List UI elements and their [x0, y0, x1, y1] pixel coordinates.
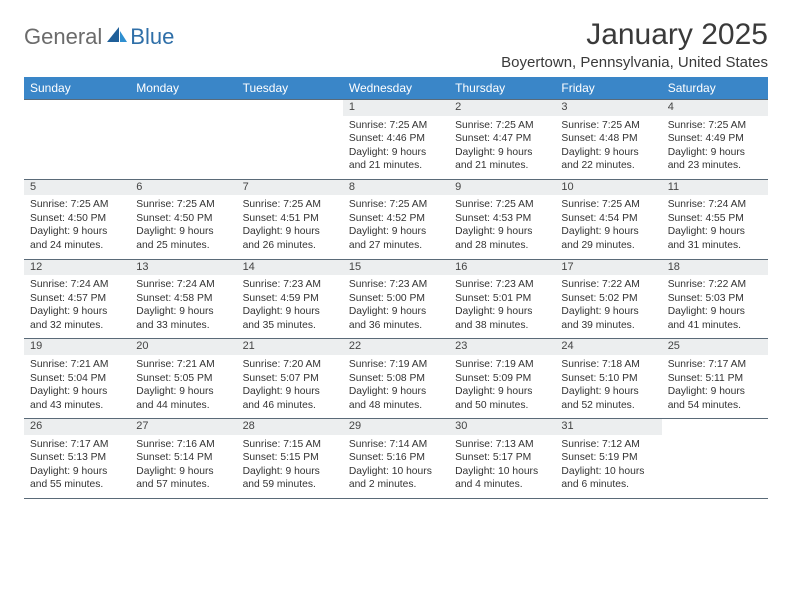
day-number: 16 [449, 259, 555, 275]
day-detail: Sunrise: 7:16 AMSunset: 5:14 PMDaylight:… [130, 435, 236, 499]
day-number: 5 [24, 179, 130, 195]
day-number: 11 [662, 179, 768, 195]
empty-day-number [662, 419, 768, 435]
weekday-header: Saturday [662, 77, 768, 100]
day-number: 9 [449, 179, 555, 195]
day-detail: Sunrise: 7:25 AMSunset: 4:51 PMDaylight:… [237, 195, 343, 259]
day-detail: Sunrise: 7:19 AMSunset: 5:09 PMDaylight:… [449, 355, 555, 419]
day-number: 13 [130, 259, 236, 275]
day-number: 18 [662, 259, 768, 275]
day-number-row: 12131415161718 [24, 259, 768, 275]
empty-day-detail [662, 435, 768, 499]
header: General Blue January 2025 Boyertown, Pen… [24, 18, 768, 71]
day-number: 4 [662, 100, 768, 116]
day-number: 28 [237, 419, 343, 435]
day-detail: Sunrise: 7:17 AMSunset: 5:11 PMDaylight:… [662, 355, 768, 419]
day-detail: Sunrise: 7:25 AMSunset: 4:47 PMDaylight:… [449, 116, 555, 180]
day-detail-row: Sunrise: 7:25 AMSunset: 4:46 PMDaylight:… [24, 116, 768, 180]
logo-sail-icon [106, 25, 128, 50]
location-text: Boyertown, Pennsylvania, United States [501, 54, 768, 71]
weekday-header: Friday [555, 77, 661, 100]
day-number: 22 [343, 339, 449, 355]
day-detail: Sunrise: 7:22 AMSunset: 5:02 PMDaylight:… [555, 275, 661, 339]
day-detail: Sunrise: 7:21 AMSunset: 5:05 PMDaylight:… [130, 355, 236, 419]
empty-day-detail [130, 116, 236, 180]
day-detail: Sunrise: 7:17 AMSunset: 5:13 PMDaylight:… [24, 435, 130, 499]
day-detail: Sunrise: 7:24 AMSunset: 4:57 PMDaylight:… [24, 275, 130, 339]
day-number: 20 [130, 339, 236, 355]
logo-text-general: General [24, 24, 102, 50]
weekday-header: Monday [130, 77, 236, 100]
day-detail: Sunrise: 7:20 AMSunset: 5:07 PMDaylight:… [237, 355, 343, 419]
day-detail: Sunrise: 7:19 AMSunset: 5:08 PMDaylight:… [343, 355, 449, 419]
day-number: 24 [555, 339, 661, 355]
day-detail: Sunrise: 7:25 AMSunset: 4:54 PMDaylight:… [555, 195, 661, 259]
day-detail: Sunrise: 7:25 AMSunset: 4:50 PMDaylight:… [24, 195, 130, 259]
day-number: 1 [343, 100, 449, 116]
day-detail: Sunrise: 7:25 AMSunset: 4:50 PMDaylight:… [130, 195, 236, 259]
weekday-header-row: SundayMondayTuesdayWednesdayThursdayFrid… [24, 77, 768, 100]
day-detail: Sunrise: 7:14 AMSunset: 5:16 PMDaylight:… [343, 435, 449, 499]
title-block: January 2025 Boyertown, Pennsylvania, Un… [501, 18, 768, 71]
day-detail: Sunrise: 7:25 AMSunset: 4:49 PMDaylight:… [662, 116, 768, 180]
day-number: 26 [24, 419, 130, 435]
day-detail-row: Sunrise: 7:21 AMSunset: 5:04 PMDaylight:… [24, 355, 768, 419]
empty-day-detail [24, 116, 130, 180]
day-number: 2 [449, 100, 555, 116]
day-number: 8 [343, 179, 449, 195]
day-detail: Sunrise: 7:21 AMSunset: 5:04 PMDaylight:… [24, 355, 130, 419]
day-detail: Sunrise: 7:24 AMSunset: 4:58 PMDaylight:… [130, 275, 236, 339]
logo: General Blue [24, 18, 174, 50]
day-number: 10 [555, 179, 661, 195]
empty-day-detail [237, 116, 343, 180]
day-detail: Sunrise: 7:13 AMSunset: 5:17 PMDaylight:… [449, 435, 555, 499]
day-number-row: 19202122232425 [24, 339, 768, 355]
day-detail: Sunrise: 7:15 AMSunset: 5:15 PMDaylight:… [237, 435, 343, 499]
day-detail: Sunrise: 7:22 AMSunset: 5:03 PMDaylight:… [662, 275, 768, 339]
day-detail: Sunrise: 7:23 AMSunset: 5:00 PMDaylight:… [343, 275, 449, 339]
day-number-row: 567891011 [24, 179, 768, 195]
weekday-header: Sunday [24, 77, 130, 100]
day-number: 12 [24, 259, 130, 275]
calendar-table: SundayMondayTuesdayWednesdayThursdayFrid… [24, 77, 768, 499]
weekday-header: Wednesday [343, 77, 449, 100]
month-title: January 2025 [501, 18, 768, 52]
logo-text-blue: Blue [130, 24, 174, 50]
day-number: 25 [662, 339, 768, 355]
day-detail: Sunrise: 7:25 AMSunset: 4:53 PMDaylight:… [449, 195, 555, 259]
empty-day-number [237, 100, 343, 116]
empty-day-number [130, 100, 236, 116]
day-number: 3 [555, 100, 661, 116]
day-detail: Sunrise: 7:18 AMSunset: 5:10 PMDaylight:… [555, 355, 661, 419]
day-number: 30 [449, 419, 555, 435]
day-detail: Sunrise: 7:25 AMSunset: 4:52 PMDaylight:… [343, 195, 449, 259]
day-number: 17 [555, 259, 661, 275]
day-detail: Sunrise: 7:25 AMSunset: 4:48 PMDaylight:… [555, 116, 661, 180]
day-number: 29 [343, 419, 449, 435]
day-number-row: 1234 [24, 100, 768, 116]
day-detail: Sunrise: 7:23 AMSunset: 4:59 PMDaylight:… [237, 275, 343, 339]
weekday-header: Thursday [449, 77, 555, 100]
day-number: 21 [237, 339, 343, 355]
day-detail: Sunrise: 7:24 AMSunset: 4:55 PMDaylight:… [662, 195, 768, 259]
empty-day-number [24, 100, 130, 116]
day-detail-row: Sunrise: 7:17 AMSunset: 5:13 PMDaylight:… [24, 435, 768, 499]
day-detail: Sunrise: 7:12 AMSunset: 5:19 PMDaylight:… [555, 435, 661, 499]
day-detail: Sunrise: 7:25 AMSunset: 4:46 PMDaylight:… [343, 116, 449, 180]
day-number-row: 262728293031 [24, 419, 768, 435]
day-detail: Sunrise: 7:23 AMSunset: 5:01 PMDaylight:… [449, 275, 555, 339]
weekday-header: Tuesday [237, 77, 343, 100]
day-number: 15 [343, 259, 449, 275]
day-detail-row: Sunrise: 7:24 AMSunset: 4:57 PMDaylight:… [24, 275, 768, 339]
day-number: 31 [555, 419, 661, 435]
day-number: 19 [24, 339, 130, 355]
day-detail-row: Sunrise: 7:25 AMSunset: 4:50 PMDaylight:… [24, 195, 768, 259]
day-number: 14 [237, 259, 343, 275]
day-number: 6 [130, 179, 236, 195]
day-number: 27 [130, 419, 236, 435]
day-number: 7 [237, 179, 343, 195]
day-number: 23 [449, 339, 555, 355]
